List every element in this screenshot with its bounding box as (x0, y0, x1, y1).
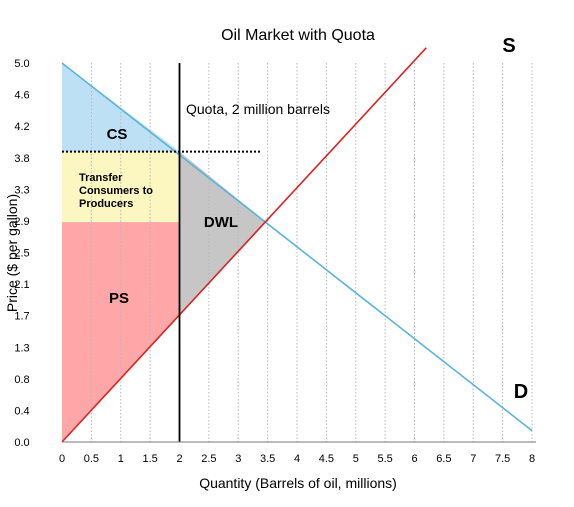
surplus-regions (62, 63, 267, 442)
x-tick-label: 7 (470, 453, 476, 465)
x-tick-label: 4.5 (319, 453, 334, 465)
x-tick-label: 3.5 (260, 453, 275, 465)
y-tick-label: 0.0 (14, 437, 29, 449)
y-tick-label: 1.3 (14, 342, 29, 354)
producer-surplus-region (62, 222, 180, 442)
y-tick-label: 2.9 (14, 216, 29, 228)
demand-curve (61, 62, 533, 432)
y-tick-label: 4.6 (14, 90, 29, 102)
y-tick-label: 3.8 (14, 153, 29, 165)
quota-label: Quota, 2 million barrels (186, 101, 330, 117)
y-tick-label: 0.8 (14, 374, 29, 386)
annotations: CS Transfer Consumers to Producers PS DWL Quot… (79, 35, 528, 403)
x-tick-label: 1 (118, 453, 124, 465)
x-tick-label: 3 (235, 453, 241, 465)
chart-title: Oil Market with Quota (221, 27, 375, 44)
y-tick-label: 2.5 (14, 248, 29, 260)
transfer-label: Transfer Consumers to Producers (79, 172, 153, 210)
y-tick-label: 0.4 (14, 405, 29, 417)
x-tick-label: 8 (529, 453, 535, 465)
gridlines (90, 63, 533, 442)
x-tick-label: 6.5 (436, 453, 451, 465)
x-tick-label: 2 (176, 453, 182, 465)
x-axis-title: Quantity (Barrels of oil, millions) (199, 475, 397, 491)
x-tick-label: 7.5 (495, 453, 510, 465)
x-tick-label: 4 (294, 453, 300, 465)
ps-label: PS (109, 290, 129, 307)
y-tick-label: 4.2 (14, 121, 29, 133)
supply-curve (61, 47, 427, 443)
y-tick-label: 1.7 (14, 311, 29, 323)
x-tick-label: 2.5 (201, 453, 216, 465)
y-tick-label: 3.3 (14, 184, 29, 196)
x-tick-label: 6 (411, 453, 417, 465)
x-tick-label: 5.5 (377, 453, 392, 465)
x-tick-label: 0.5 (84, 453, 99, 465)
dwl-label: DWL (204, 214, 238, 231)
demand-label: D (514, 381, 528, 403)
x-tick-labels: 0 0.5 1 1.5 2 2.5 3 3.5 4 4.5 5 5.5 6 6.5 7 7.5 8 (59, 453, 535, 465)
y-tick-label: 2.1 (14, 279, 29, 291)
deadweight-loss-region (179, 151, 267, 315)
y-tick-label: 5.0 (14, 58, 29, 70)
y-axis-title: Price ($ per gallon) (4, 194, 20, 312)
x-tick-label: 5 (353, 453, 359, 465)
curves (61, 47, 533, 443)
cs-label: CS (107, 126, 128, 143)
supply-label: S (502, 35, 515, 57)
y-tick-labels: 0.0 0.4 0.8 1.3 1.7 2.1 2.5 2.9 3.3 3.8 4.2 4.6 5.0 (14, 58, 29, 449)
x-tick-label: 0 (59, 453, 65, 465)
x-tick-label: 1.5 (142, 453, 157, 465)
